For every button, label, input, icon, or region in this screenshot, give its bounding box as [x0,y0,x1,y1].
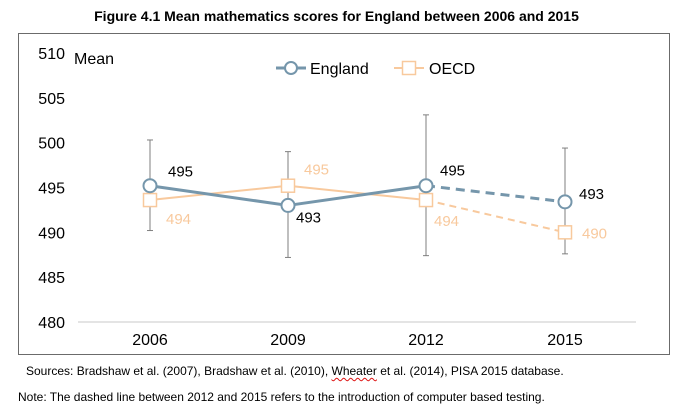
series-markers [142,178,573,240]
legend-oecd-swatch-marker [401,60,417,76]
x-tick-label: 2012 [408,332,444,349]
england-data-label: 495 [168,164,193,181]
oecd-point [557,225,573,240]
legend-oecd-label: OECD [429,61,475,78]
x-tick-label: 2009 [270,332,306,349]
oecd-data-label: 494 [166,211,191,228]
x-tick-label: 2015 [547,332,583,349]
y-tick-label: 500 [38,136,65,153]
england-line-segment [425,184,566,204]
data-labels: 495 493 495 493 494 495 494 490 [166,162,607,243]
oecd-line-segment [287,184,427,202]
chart-title: Figure 4.1 Mean mathematics scores for E… [94,8,579,24]
england-point [557,194,573,210]
england-line-segment [149,184,289,207]
y-tick-label: 485 [38,270,65,287]
england-line-segment [287,184,427,207]
england-data-label: 493 [296,209,321,226]
y-axis: 480 485 490 495 500 505 510 [38,46,65,332]
x-tick-label: 2006 [132,332,168,349]
y-tick-label: 495 [38,181,65,198]
oecd-data-label: 490 [582,225,607,242]
oecd-point [142,192,158,208]
x-axis: 2006 2009 2012 2015 [132,332,583,349]
legend: England OECD [276,60,475,78]
chart-frame [18,33,670,355]
sources-wheater: Wheater [331,364,377,378]
england-point [418,178,434,194]
sources-note: Sources: Bradshaw et al. (2007), Bradsha… [26,364,564,378]
oecd-point [280,178,296,193]
dashed-line-note: Note: The dashed line between 2012 and 2… [18,390,545,404]
england-data-label: 495 [440,163,465,180]
y-tick-label: 510 [38,46,65,63]
oecd-data-label: 494 [434,213,459,230]
y-tick-label: 480 [38,315,65,332]
england-point [280,197,296,213]
y-tick-label: 490 [38,225,65,242]
error-bars [147,114,568,258]
y-axis-label: Mean [74,51,114,68]
england-point [142,178,158,194]
legend-england-swatch-marker [284,61,298,75]
legend-england-label: England [310,61,369,78]
oecd-point [418,192,434,208]
oecd-data-label: 495 [304,162,329,179]
series-lines [149,184,566,234]
y-tick-label: 505 [38,91,65,108]
england-data-label: 493 [579,186,604,203]
oecd-line-segment [149,184,289,202]
